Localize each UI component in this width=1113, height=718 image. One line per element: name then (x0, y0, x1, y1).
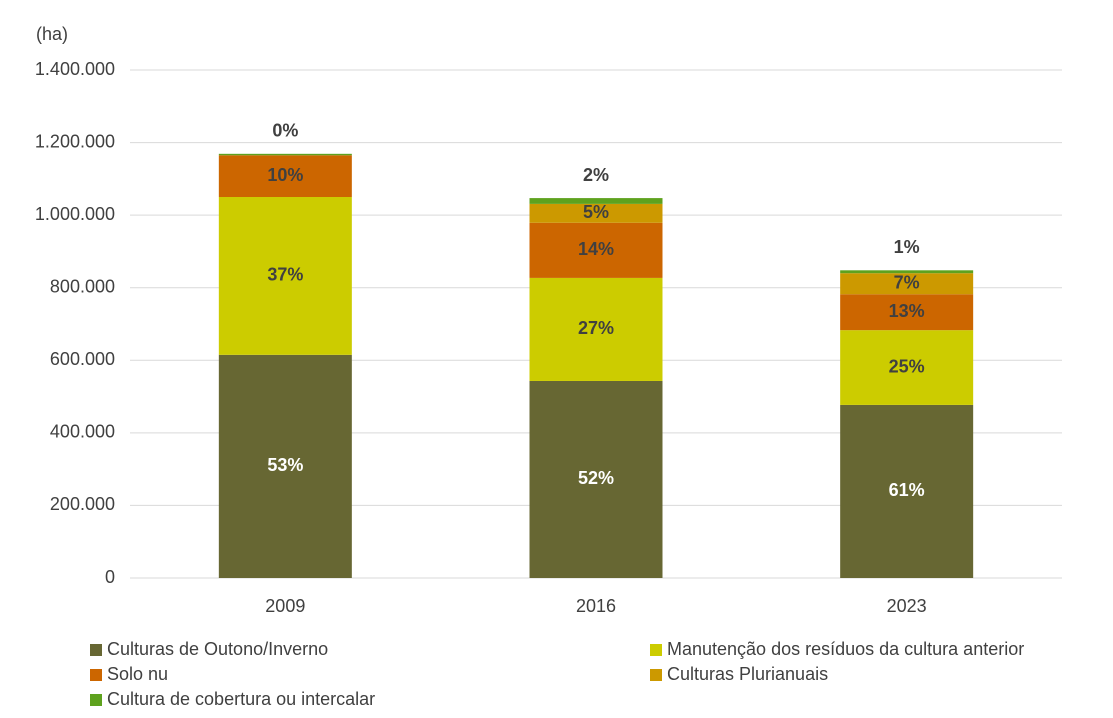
data-label: 53% (267, 455, 303, 475)
bar-segment (529, 380, 663, 578)
bar-segment (529, 222, 663, 278)
legend-swatch (650, 669, 662, 681)
bar-segment (529, 198, 663, 204)
y-tick-label: 400.000 (50, 422, 115, 442)
y-tick-label: 200.000 (50, 494, 115, 514)
legend-swatch (90, 644, 102, 656)
y-tick-label: 1.400.000 (35, 59, 115, 79)
data-label: 7% (894, 272, 920, 292)
legend-label: Manutenção dos resíduos da cultura anter… (667, 639, 1024, 659)
legend-label: Culturas Plurianuais (667, 664, 828, 684)
legend-label: Solo nu (107, 664, 168, 684)
y-tick-label: 0 (105, 567, 115, 587)
x-tick-label: 2023 (887, 596, 927, 616)
data-label: 1% (894, 237, 920, 257)
bar-segment (840, 270, 974, 274)
y-tick-label: 1.200.000 (35, 131, 115, 151)
data-label: 14% (578, 239, 614, 259)
data-label: 2% (583, 165, 609, 185)
x-tick-label: 2009 (265, 596, 305, 616)
bar-segment (840, 294, 974, 331)
x-tick-label: 2016 (576, 596, 616, 616)
data-label: 52% (578, 468, 614, 488)
bar-segment (529, 203, 663, 223)
data-label: 10% (267, 165, 303, 185)
data-label: 5% (583, 202, 609, 222)
bar-segment (218, 155, 352, 197)
data-label: 37% (267, 265, 303, 285)
data-label: 61% (889, 480, 925, 500)
y-tick-label: 600.000 (50, 349, 115, 369)
legend-label: Culturas de Outono/Inverno (107, 639, 328, 659)
bar-segment (218, 153, 352, 156)
y-tick-label: 1.000.000 (35, 204, 115, 224)
data-label: 13% (889, 301, 925, 321)
legend-swatch (90, 669, 102, 681)
legend-swatch (90, 694, 102, 706)
bar-segment (218, 197, 352, 355)
bar-segment (840, 404, 974, 578)
legend-label: Cultura de cobertura ou intercalar (107, 689, 375, 709)
y-axis-label: (ha) (36, 24, 68, 44)
bar-segment (529, 277, 663, 381)
data-label: 25% (889, 356, 925, 376)
bar-segment (218, 354, 352, 578)
y-tick-label: 800.000 (50, 276, 115, 296)
data-label: 27% (578, 318, 614, 338)
data-label: 0% (272, 121, 298, 141)
legend-swatch (650, 644, 662, 656)
bar-segment (840, 273, 974, 295)
bar-segment (840, 330, 974, 405)
